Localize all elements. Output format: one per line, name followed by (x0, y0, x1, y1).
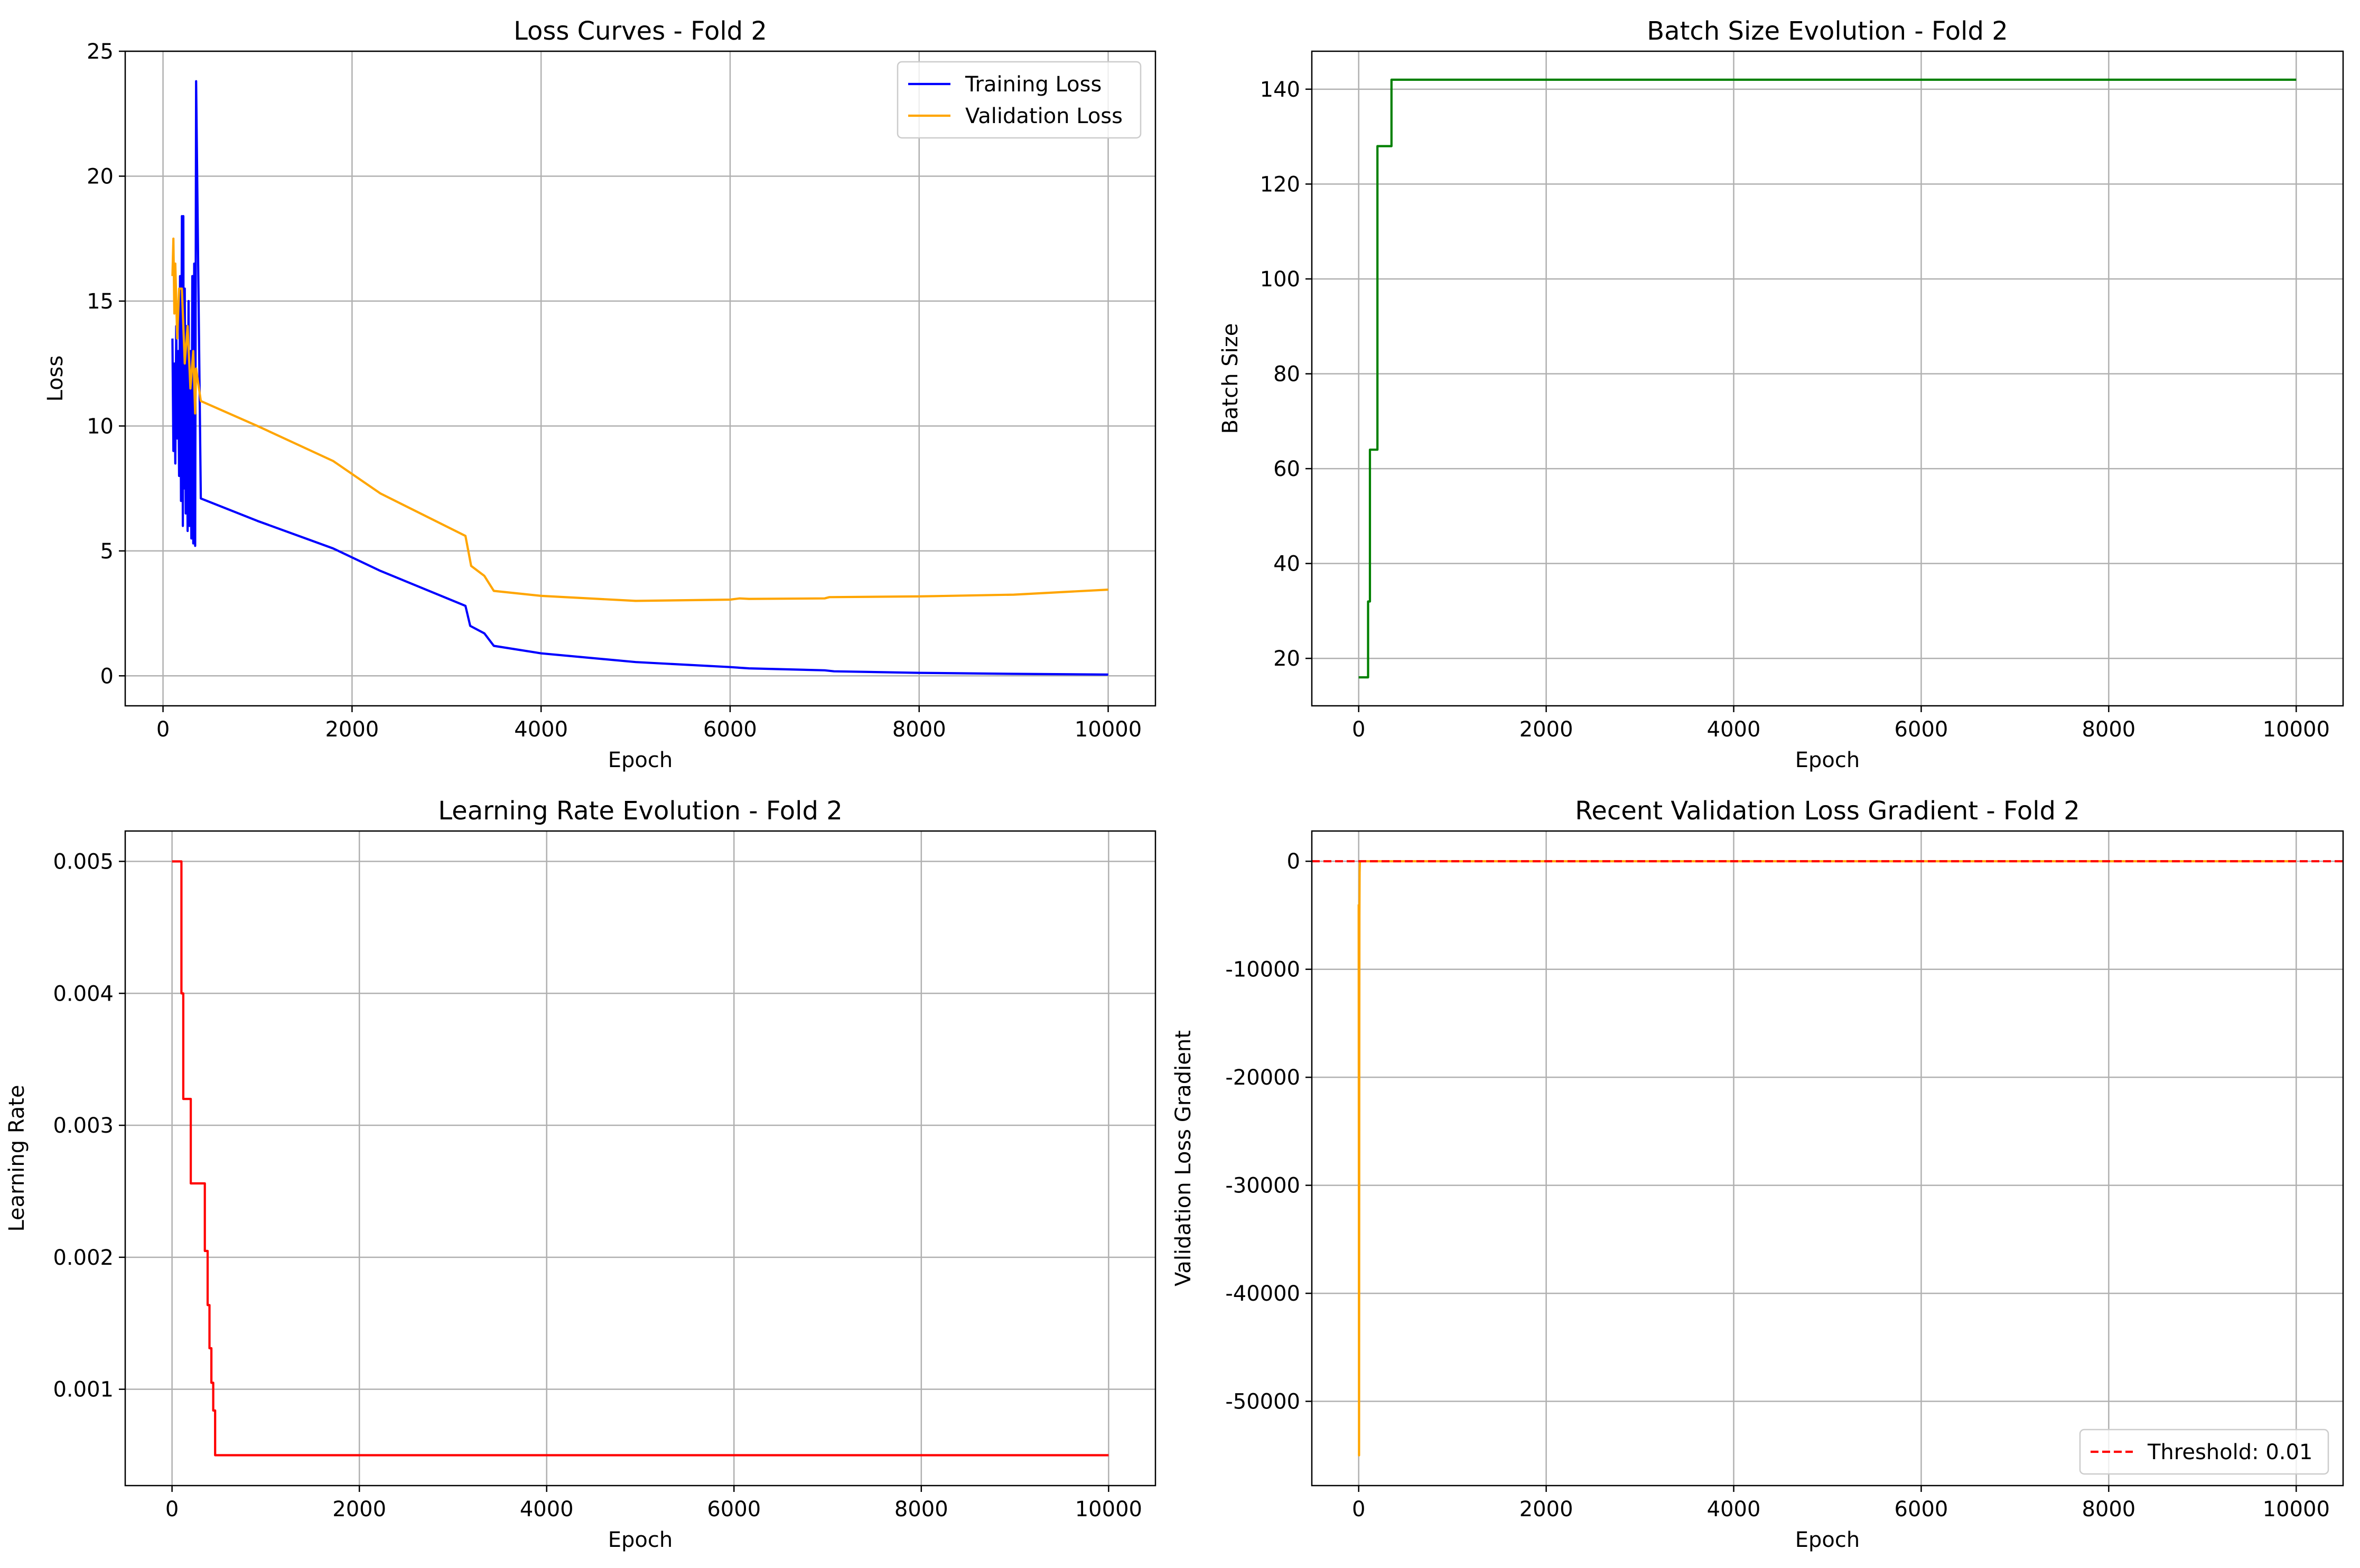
x-tick-label: 8000 (894, 1497, 948, 1522)
y-tick-label: 5 (100, 539, 114, 564)
x-tick-label: 2000 (325, 717, 379, 742)
chart-title: Recent Validation Loss Gradient - Fold 2 (1575, 796, 2080, 826)
y-tick-label: 20 (87, 164, 114, 189)
legend-label: Training Loss (965, 72, 1102, 97)
legend-label: Threshold: 0.01 (2147, 1440, 2312, 1464)
y-tick-label: 0 (1287, 850, 1300, 874)
x-tick-label: 2000 (1519, 717, 1573, 742)
x-tick-label: 2000 (332, 1497, 386, 1522)
series-line-validation-loss (171, 237, 1108, 602)
y-tick-label: -20000 (1225, 1066, 1300, 1090)
plot-frame (124, 830, 1156, 1487)
chart-panel-1: 0 2000 4000 6000 8000 10000 0 5 10 15 20 25 Loss Cur… (43, 16, 1156, 772)
x-tick-label: 4000 (1707, 1497, 1761, 1522)
y-tick-label: 60 (1273, 457, 1300, 481)
legend: Threshold: 0.01 (2079, 1429, 2329, 1475)
x-tick-label: 8000 (892, 717, 946, 742)
y-tick-label: 0.004 (53, 982, 114, 1006)
y-tick-label: 0.005 (53, 850, 114, 874)
x-tick-label: 0 (165, 1497, 179, 1522)
y-tick-label: 10 (87, 414, 114, 438)
y-tick-label: 40 (1273, 552, 1300, 576)
y-tick-label: 0.001 (53, 1378, 114, 1402)
x-tick-label: 6000 (1895, 717, 1948, 742)
legend-box (2079, 1429, 2329, 1475)
y-axis-label: Loss (43, 356, 68, 402)
x-axis-label: Epoch (1795, 748, 1860, 772)
y-tick-label: 0.002 (53, 1246, 114, 1270)
x-tick-label: 6000 (703, 717, 757, 742)
x-tick-label: 0 (1352, 1497, 1365, 1522)
y-tick-label: 15 (87, 290, 114, 314)
x-tick-label: 10000 (1075, 1497, 1142, 1522)
y-tick-label: 20 (1273, 647, 1300, 671)
y-axis-label: Batch Size (1218, 323, 1243, 434)
y-tick-label: 100 (1260, 267, 1300, 292)
series-line-training-loss (171, 80, 1108, 676)
y-tick-label: 0.003 (53, 1114, 114, 1138)
y-tick-label: -10000 (1225, 958, 1300, 982)
y-tick-label: 140 (1260, 78, 1300, 102)
chart-panel-3: 0 2000 4000 6000 8000 10000 0.001 0.002 0.003 0.0… (5, 796, 1156, 1552)
x-tick-label: 10000 (2263, 717, 2330, 742)
x-axis-label: Epoch (1795, 1528, 1860, 1552)
x-tick-label: 10000 (1075, 717, 1142, 742)
y-axis-label: Validation Loss Gradient (1171, 1030, 1196, 1286)
series-group (172, 860, 1109, 1457)
y-axis-label: Learning Rate (5, 1085, 29, 1231)
x-tick-label: 4000 (520, 1497, 574, 1522)
x-tick-label: 4000 (1707, 717, 1761, 742)
plot-area (1312, 51, 2343, 706)
legend-label: Validation Loss (965, 104, 1123, 128)
chart-panel-2: 0 2000 4000 6000 8000 10000 20 40 60 80 100 120 140 B… (1218, 16, 2344, 772)
x-tick-label: 0 (156, 717, 170, 742)
plot-frame (124, 50, 1156, 707)
x-tick-label: 8000 (2082, 1497, 2135, 1522)
chart-title: Loss Curves - Fold 2 (514, 16, 767, 46)
legend-box (897, 61, 1142, 139)
series-group (1312, 860, 2343, 1457)
plot-area (125, 51, 1155, 706)
x-tick-label: 0 (1352, 717, 1365, 742)
x-tick-label: 2000 (1519, 1497, 1573, 1522)
y-tick-label: -50000 (1225, 1390, 1300, 1414)
x-tick-label: 8000 (2082, 717, 2135, 742)
x-axis-label: Epoch (608, 1528, 673, 1552)
y-tick-label: 0 (100, 664, 114, 688)
x-tick-label: 6000 (1895, 1497, 1948, 1522)
plot-frame (1311, 830, 2344, 1487)
y-tick-label: -40000 (1225, 1282, 1300, 1306)
x-tick-label: 6000 (707, 1497, 761, 1522)
series-group (171, 80, 1108, 676)
y-tick-label: 25 (87, 40, 114, 64)
y-tick-label: 120 (1260, 172, 1300, 197)
y-tick-label: 80 (1273, 362, 1300, 387)
chart-title: Batch Size Evolution - Fold 2 (1647, 16, 2008, 46)
plot-area (1312, 831, 2343, 1486)
y-tick-label: -30000 (1225, 1174, 1300, 1198)
series-group (1358, 78, 2297, 679)
plot-area (125, 831, 1155, 1486)
x-tick-label: 4000 (514, 717, 568, 742)
plot-frame (1311, 50, 2344, 707)
x-tick-label: 10000 (2263, 1497, 2330, 1522)
chart-title: Learning Rate Evolution - Fold 2 (438, 796, 842, 826)
legend: Training Loss Validation Loss (897, 61, 1142, 139)
chart-panel-4: 0 2000 4000 6000 8000 10000 0 -10000 -20000 -3000… (1171, 796, 2344, 1552)
x-axis-label: Epoch (608, 748, 673, 772)
series-line-1 (1358, 78, 2297, 679)
series-line-1 (172, 860, 1109, 1457)
